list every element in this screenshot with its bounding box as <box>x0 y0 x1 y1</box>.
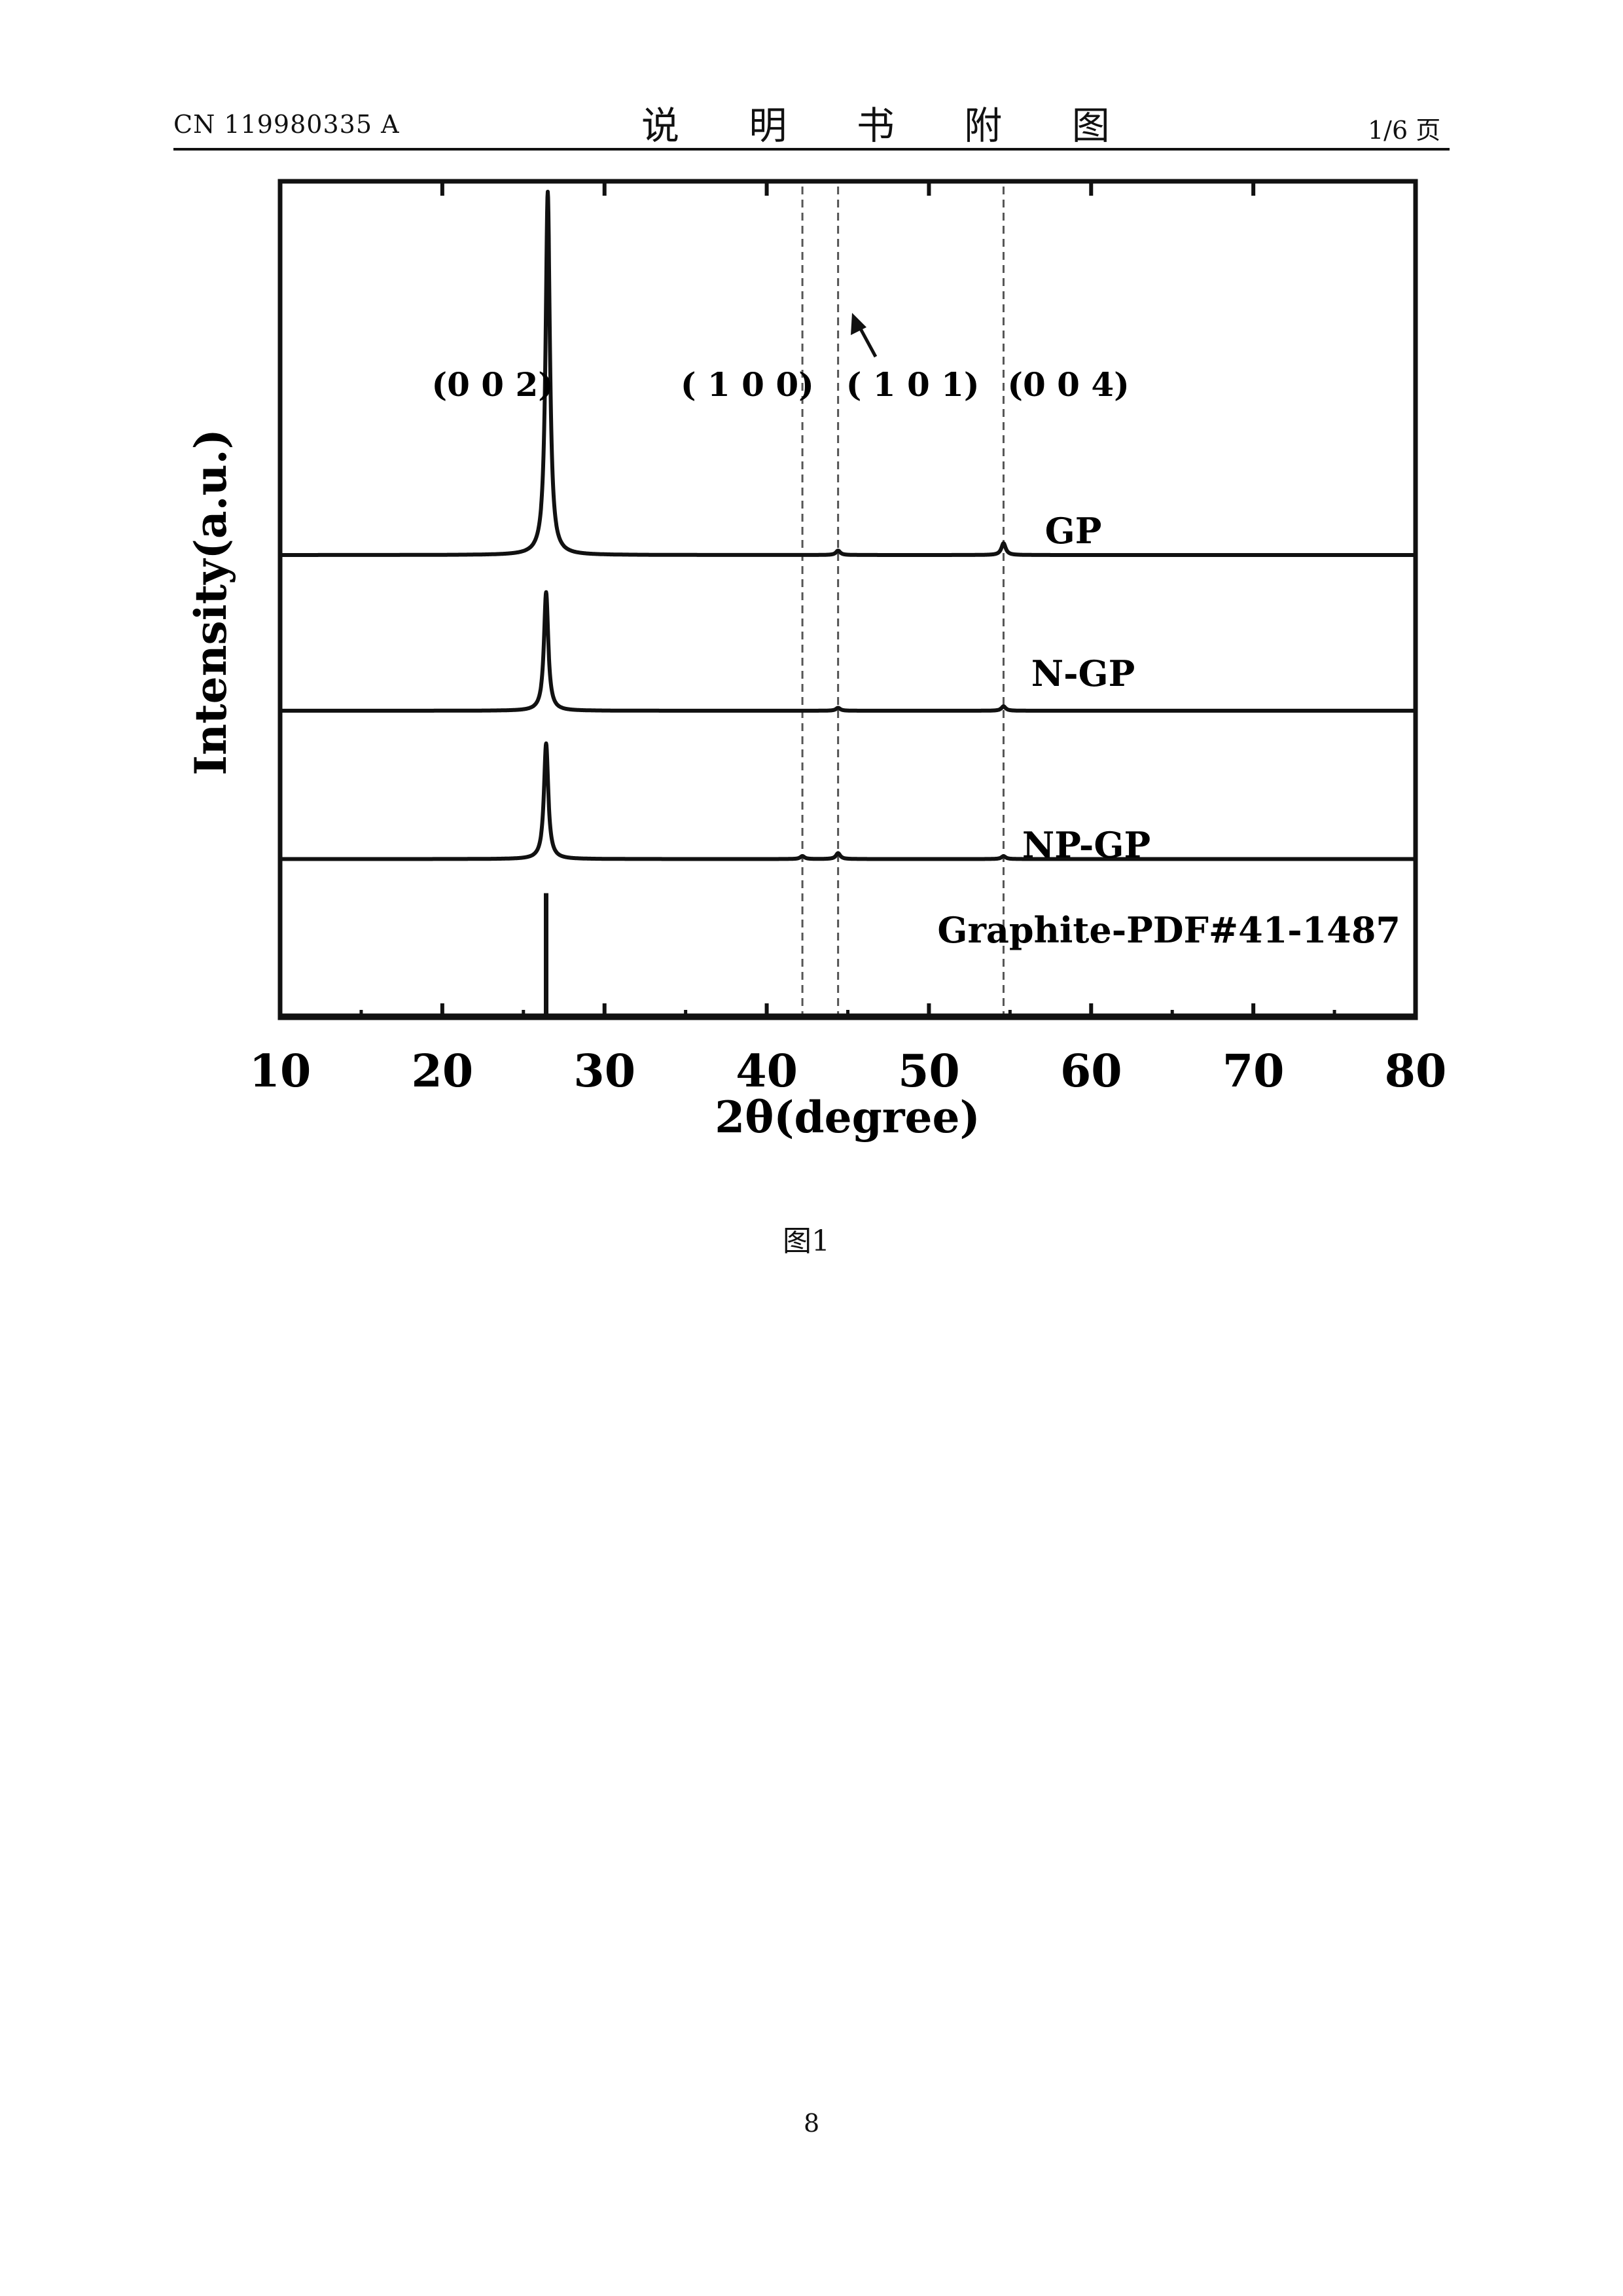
peak-indicator-arrow <box>859 325 876 357</box>
chart-labels: GP N-GP NP-GP Graphite-PDF#41-1487 (0 0 2) ( … <box>431 365 1400 951</box>
x-tick-label: 20 <box>412 1045 474 1098</box>
page-number: 8 <box>804 2109 819 2138</box>
diffraction-traces <box>280 192 1416 1015</box>
peak-label: ( 1 0 0) <box>681 365 814 404</box>
x-tick-label: 40 <box>736 1045 798 1098</box>
figure-caption: 图1 <box>783 1217 830 1259</box>
peak-label: ( 1 0 1) <box>846 365 980 404</box>
series-line-n-gp <box>280 592 1416 711</box>
x-tick-label: 50 <box>898 1045 960 1098</box>
arrow-head <box>851 313 866 335</box>
x-tick-label: 80 <box>1385 1045 1447 1098</box>
peak-label: (0 0 4) <box>1007 365 1130 404</box>
series-label: N-GP <box>1031 653 1135 694</box>
xrd-chart: 10 20 30 40 50 60 70 80 GP N-GP NP-GP Graphite-PDF… <box>0 0 1623 1178</box>
series-label: Graphite-PDF#41-1487 <box>937 909 1400 951</box>
y-axis-label: Intensity(a.u.) <box>185 429 236 776</box>
x-tick-label: 30 <box>573 1045 635 1098</box>
x-axis-label: 2θ(degree) <box>715 1092 980 1143</box>
x-tick-label: 70 <box>1222 1045 1285 1098</box>
reference-lines <box>802 187 1003 1015</box>
x-tick-label: 10 <box>249 1045 312 1098</box>
plot-frame <box>280 181 1416 1018</box>
series-label: NP-GP <box>1022 824 1150 866</box>
series-label: GP <box>1045 510 1102 552</box>
peak-label: (0 0 2) <box>431 365 554 404</box>
series-line-np-gp <box>280 744 1416 859</box>
x-tick-label: 60 <box>1060 1045 1122 1098</box>
axis-ticks: 10 20 30 40 50 60 70 80 <box>249 181 1447 1098</box>
